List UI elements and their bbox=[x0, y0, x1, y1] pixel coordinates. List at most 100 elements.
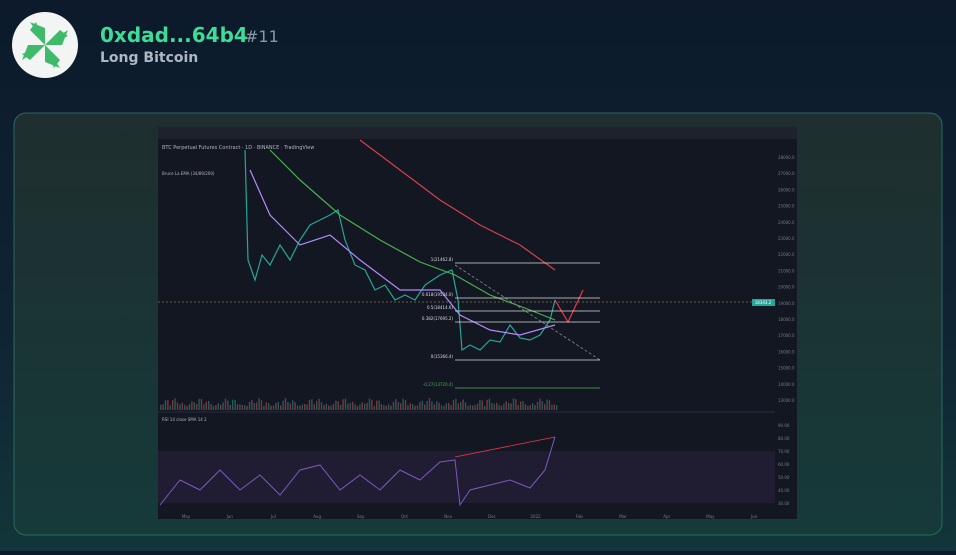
indicator-label: Bruce La EMA (34/89/200) bbox=[162, 171, 215, 176]
volume-bar bbox=[500, 405, 503, 410]
volume-bar bbox=[448, 403, 450, 410]
volume-bar bbox=[409, 403, 411, 410]
fib-label: 0.5(18414.6) bbox=[427, 305, 453, 310]
price-tick: 19000.0 bbox=[778, 301, 795, 306]
volume-bar bbox=[287, 401, 289, 410]
volume-bar bbox=[481, 400, 483, 410]
volume-bar bbox=[248, 401, 251, 410]
avatar[interactable] bbox=[12, 12, 78, 78]
volume-bar bbox=[347, 403, 349, 410]
volume-bar bbox=[388, 404, 390, 410]
volume-bar bbox=[258, 398, 260, 410]
volume-bar bbox=[488, 398, 491, 410]
volume-bar bbox=[232, 399, 234, 410]
volume-bar bbox=[306, 404, 308, 410]
rsi-tick: 70.00 bbox=[778, 449, 790, 454]
month-label: May bbox=[706, 514, 715, 519]
volume-bar bbox=[404, 400, 407, 410]
volume-bar bbox=[344, 398, 347, 410]
volume-bar bbox=[236, 404, 239, 410]
volume-bar bbox=[265, 402, 267, 410]
volume-bar bbox=[292, 400, 294, 410]
volume-bar bbox=[251, 399, 253, 410]
volume-bar bbox=[164, 400, 167, 410]
price-badge bbox=[752, 299, 775, 306]
volume-bar bbox=[498, 405, 500, 410]
volume-bar bbox=[193, 402, 195, 410]
volume-bar bbox=[436, 401, 438, 410]
volume-bar bbox=[536, 401, 539, 410]
volume-bar bbox=[508, 402, 510, 410]
volume-bar bbox=[392, 401, 395, 410]
volume-bar bbox=[205, 401, 207, 410]
ema-89 bbox=[269, 149, 556, 321]
user-name[interactable]: 0xdad...64b4 bbox=[100, 23, 248, 47]
month-label: Apr bbox=[663, 514, 670, 519]
volume-bar bbox=[196, 404, 198, 410]
volume-bar bbox=[532, 403, 534, 410]
volume-bar bbox=[479, 399, 481, 410]
volume-bar bbox=[452, 399, 455, 410]
rsi-path bbox=[159, 436, 556, 507]
volume bbox=[160, 398, 558, 410]
volume-bar bbox=[428, 398, 431, 410]
price-tick: 16000.0 bbox=[778, 349, 795, 354]
price-tick: 20000.0 bbox=[778, 285, 795, 290]
price-tick: 23000.0 bbox=[778, 236, 795, 241]
rsi-tick: 50.00 bbox=[778, 475, 790, 480]
volume-bar bbox=[167, 400, 169, 410]
rsi-tick: 30.00 bbox=[778, 501, 790, 506]
volume-bar bbox=[419, 402, 421, 410]
volume-bar bbox=[493, 403, 495, 410]
volume-bar bbox=[385, 405, 387, 410]
volume-bar bbox=[316, 401, 318, 410]
volume-bar bbox=[212, 405, 215, 410]
volume-bar bbox=[541, 401, 543, 410]
volume-bar bbox=[282, 400, 284, 410]
volume-bar bbox=[301, 404, 303, 410]
volume-bar bbox=[244, 405, 246, 410]
rank: #11 bbox=[245, 27, 279, 46]
volume-bar bbox=[318, 398, 320, 410]
volume-bar bbox=[299, 405, 301, 410]
volume-bar bbox=[313, 404, 315, 410]
volume-bar bbox=[426, 401, 428, 410]
price-tick: 15000.0 bbox=[778, 366, 795, 371]
volume-bar bbox=[380, 404, 383, 410]
month-label: 2022 bbox=[531, 514, 542, 519]
price-tick: 17000.0 bbox=[778, 333, 795, 338]
month-label: Oct bbox=[401, 514, 408, 519]
volume-bar bbox=[445, 403, 447, 410]
chart-title: BTC Perpetual Futures Contract · 1D · BI… bbox=[162, 145, 314, 151]
fib-label: -0.27(13720.4) bbox=[423, 382, 453, 387]
volume-bar bbox=[544, 404, 546, 410]
volume-bar bbox=[414, 405, 416, 410]
volume-bar bbox=[229, 404, 231, 410]
volume-bar bbox=[335, 400, 337, 410]
subtitle: Long Bitcoin bbox=[100, 50, 198, 66]
volume-bar bbox=[280, 405, 282, 410]
month-label: Jun bbox=[750, 514, 758, 519]
volume-bar bbox=[474, 404, 476, 410]
price-tick: 13000.0 bbox=[778, 398, 795, 403]
rsi-divergence bbox=[454, 436, 556, 458]
volume-bar bbox=[234, 399, 236, 410]
volume-bar bbox=[356, 405, 359, 410]
volume-bar bbox=[546, 399, 548, 410]
volume-bar bbox=[224, 398, 227, 410]
volume-bar bbox=[524, 404, 527, 410]
volume-bar bbox=[268, 403, 270, 410]
volume-bar bbox=[337, 401, 339, 410]
month-label: Dec bbox=[488, 514, 496, 519]
ema-200 bbox=[359, 139, 556, 271]
volume-bar bbox=[366, 402, 368, 410]
volume-bar bbox=[520, 401, 522, 410]
volume-bar bbox=[239, 404, 241, 410]
price-path bbox=[244, 149, 556, 352]
volume-bar bbox=[515, 399, 517, 410]
price-tick: 28000.0 bbox=[778, 155, 795, 160]
volume-bar bbox=[368, 398, 371, 410]
price-tick: 25000.0 bbox=[778, 204, 795, 209]
volume-bar bbox=[390, 405, 392, 410]
